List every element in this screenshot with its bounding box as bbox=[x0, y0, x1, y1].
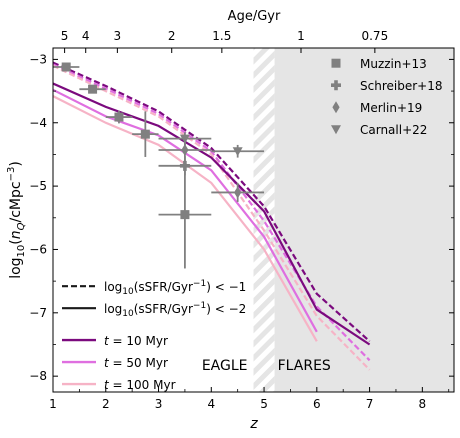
legend-obs-marker-4 bbox=[331, 125, 341, 135]
y-tick-label-3: −5 bbox=[29, 179, 47, 193]
region-transition-hatch bbox=[253, 48, 275, 392]
legend-timescale-label-2: t = 50 Myr bbox=[104, 356, 168, 370]
region-flares bbox=[274, 48, 454, 392]
legend-obs-label-1: Muzzin+13 bbox=[360, 57, 427, 71]
region-label-flares: FLARES bbox=[278, 358, 331, 374]
obs-marker-10 bbox=[232, 147, 243, 157]
series-line-3 bbox=[53, 64, 371, 371]
obs-marker-6 bbox=[179, 160, 190, 171]
x-axis-label: z bbox=[249, 416, 258, 432]
legend-timescale-label-3: t = 100 Myr bbox=[104, 378, 176, 392]
legend-criteria: log10(sSFR/Gyr−1) < −1 log10(sSFR/Gyr−1) … bbox=[62, 279, 246, 319]
y-tick-label-4: −6 bbox=[29, 242, 47, 256]
y-tick-label-5: −7 bbox=[29, 306, 47, 320]
legend-obs-marker-2 bbox=[331, 80, 342, 91]
y-tick-label-1: −3 bbox=[29, 52, 47, 66]
series-line-4 bbox=[53, 82, 371, 346]
obs-marker-8 bbox=[234, 186, 242, 199]
legend-criteria-label-1: log10(sSFR/Gyr−1) < −1 bbox=[104, 279, 246, 297]
region-label-eagle: EAGLE bbox=[202, 358, 248, 374]
legend-criteria-label-2: log10(sSFR/Gyr−1) < −2 bbox=[104, 301, 246, 319]
top-axis-label: Age/Gyr bbox=[228, 9, 281, 24]
x-tick-label-6: 6 bbox=[313, 397, 321, 411]
obs-marker-7 bbox=[181, 143, 189, 156]
plot-frame bbox=[52, 47, 455, 393]
obs-marker-3 bbox=[114, 112, 124, 122]
x-tick-label-5: 5 bbox=[260, 397, 268, 411]
top-tick-label-7: 0.75 bbox=[361, 29, 388, 43]
top-tick-label-4: 2 bbox=[168, 29, 176, 43]
top-tick-label-2: 4 bbox=[82, 29, 90, 43]
series-line-1 bbox=[53, 61, 371, 343]
obs-marker-1 bbox=[61, 62, 71, 72]
top-tick-label-3: 3 bbox=[114, 29, 122, 43]
top-tick-label-5: 1.5 bbox=[212, 29, 231, 43]
legend-obs-label-3: Merlin+19 bbox=[360, 101, 422, 115]
x-tick-label-8: 8 bbox=[419, 397, 427, 411]
x-tick-label-4: 4 bbox=[207, 397, 215, 411]
regions bbox=[253, 48, 454, 392]
legend-obs-marker-1 bbox=[331, 58, 341, 68]
obs-marker-5 bbox=[180, 210, 190, 220]
ticks-layer: 1 2 3 4 5 6 7 8−3−4−5−6−7−85 4 3 2 1.5 1 0.75 bbox=[29, 29, 454, 411]
x-tick-label-2: 2 bbox=[102, 397, 110, 411]
legend-timescale-label-1: t = 10 Myr bbox=[104, 334, 168, 348]
top-tick-label-1: 5 bbox=[61, 29, 69, 43]
legend-obs-label-2: Schreiber+18 bbox=[360, 79, 442, 93]
y-axis-label: log10(nQ/cMpc−3) bbox=[6, 161, 27, 279]
obs-marker-2 bbox=[88, 84, 98, 94]
top-tick-label-6: 1 bbox=[297, 29, 305, 43]
legend-obs-marker-3 bbox=[332, 101, 340, 114]
obs-marker-9 bbox=[179, 134, 190, 144]
x-tick-label-3: 3 bbox=[155, 397, 163, 411]
y-tick-label-2: −4 bbox=[29, 116, 47, 130]
x-tick-label-7: 7 bbox=[366, 397, 374, 411]
obs-marker-4 bbox=[140, 129, 150, 139]
x-tick-label-1: 1 bbox=[49, 397, 57, 411]
observations-layer bbox=[53, 62, 265, 269]
legend-obs-label-4: Carnall+22 bbox=[360, 123, 427, 137]
y-tick-label-6: −8 bbox=[29, 369, 47, 383]
legend-timescales: t = 10 Myr t = 50 Myr t = 100 Myr bbox=[62, 334, 176, 392]
legend-observations: Muzzin+13 Schreiber+18 Merlin+19 Carnall+22 bbox=[331, 57, 442, 137]
